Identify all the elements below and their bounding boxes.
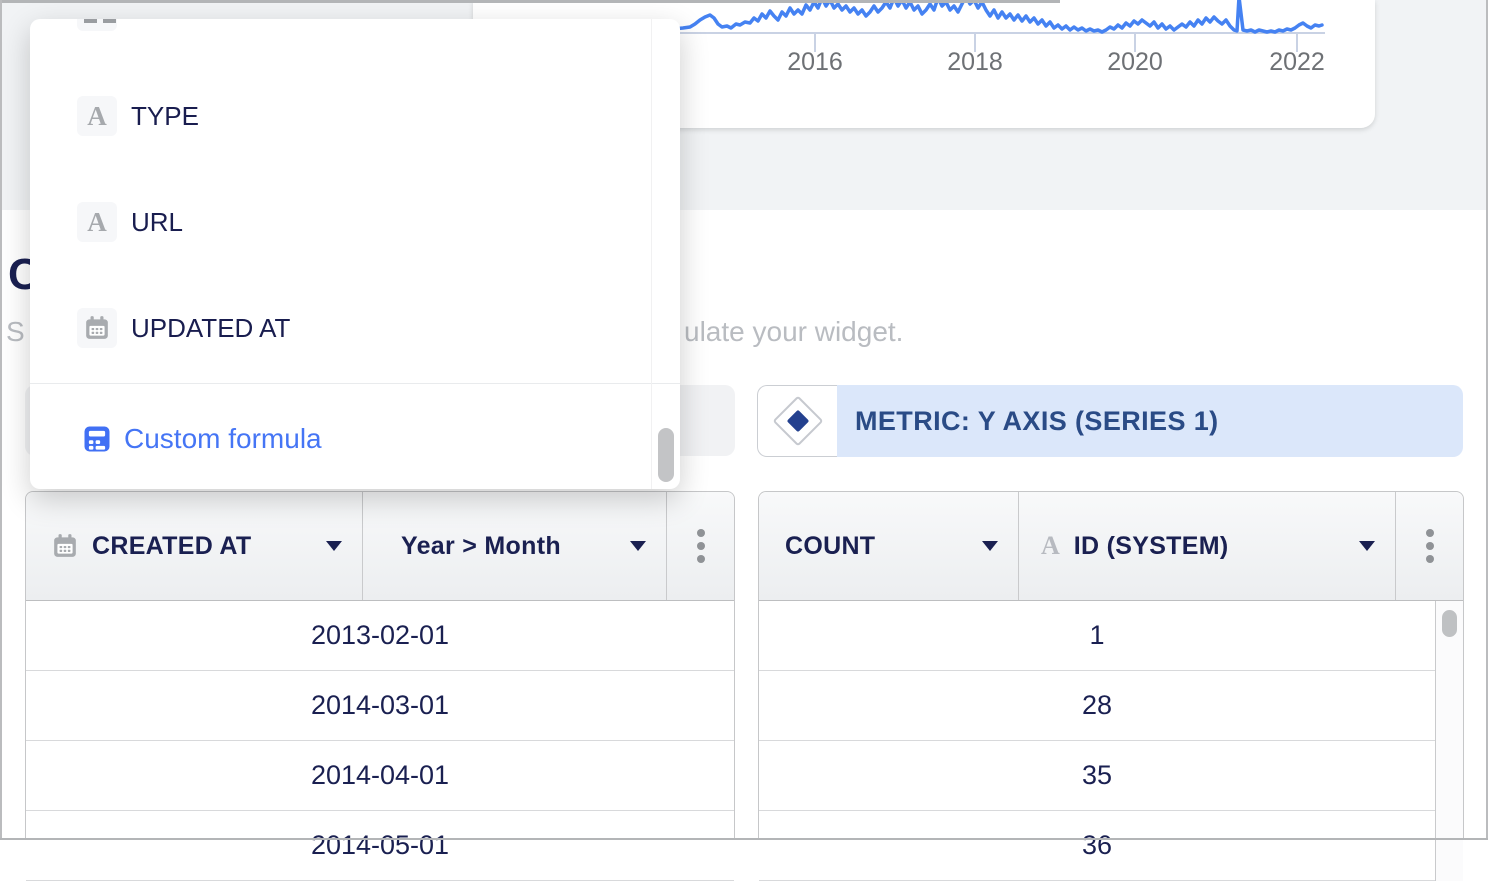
window-right-edge: [1486, 0, 1488, 840]
custom-formula-button[interactable]: Custom formula: [82, 417, 322, 461]
diamond-icon: [772, 395, 823, 447]
kebab-menu-icon: [1425, 542, 1434, 550]
dropdown-item-updated-at[interactable]: UPDATED AT: [77, 308, 290, 348]
right-table-menu-button[interactable]: [1396, 492, 1463, 600]
dropdown-item-label: TYPE: [131, 100, 199, 131]
table-row: 2014-04-01: [26, 741, 734, 811]
column-select-count[interactable]: COUNT: [759, 492, 1019, 600]
left-table-menu-button[interactable]: [667, 492, 734, 600]
text-field-icon: A: [1041, 531, 1060, 560]
metric-chip-iconbox: [757, 385, 837, 457]
dropdown-item-url[interactable]: A URL: [77, 202, 183, 242]
table-row: 2014-03-01: [26, 671, 734, 741]
table-row: 2013-02-01: [26, 601, 734, 671]
table-row: 36: [759, 811, 1435, 881]
table-row: 1: [759, 601, 1435, 671]
grouping-select-year-month[interactable]: Year > Month: [363, 492, 667, 600]
page-subtitle-fragment-left: S: [6, 316, 25, 347]
text-field-icon: A: [87, 206, 107, 237]
dropdown-scrollbar-track[interactable]: [651, 19, 680, 489]
table-row: 2014-05-01: [26, 811, 734, 881]
x-tick-label: 2020: [1107, 48, 1163, 76]
grouping-label: Year > Month: [401, 531, 561, 560]
field-picker-dropdown: A TYPE A URL UPDATED AT: [30, 19, 680, 489]
column-label: CREATED AT: [92, 531, 252, 560]
table-row: 28: [759, 671, 1435, 741]
metric-chip-label: METRIC: Y AXIS (SERIES 1): [837, 385, 1463, 457]
right-table-scrollbar-thumb[interactable]: [1442, 610, 1457, 637]
text-field-icon: A: [87, 100, 107, 131]
right-table-body: 1 28 35 36: [759, 601, 1463, 881]
dropdown-item-label: URL: [131, 206, 184, 237]
chevron-down-icon: [630, 541, 646, 551]
window-bottom-edge: [0, 838, 1488, 840]
calendar-icon: [86, 316, 108, 339]
truncated-item-icon: [77, 19, 117, 31]
dropdown-divider: [30, 383, 680, 384]
column-select-created-at[interactable]: CREATED AT: [26, 492, 363, 600]
dropdown-scrollbar-thumb[interactable]: [658, 428, 674, 482]
chevron-down-icon: [982, 541, 998, 551]
right-table-scrollbar-track[interactable]: [1436, 601, 1463, 881]
x-tick-label: 2016: [787, 48, 843, 76]
column-label: COUNT: [785, 531, 876, 560]
chevron-down-icon: [1359, 541, 1375, 551]
dropdown-item-label: UPDATED AT: [131, 312, 291, 343]
calculator-icon: [84, 426, 110, 452]
kebab-menu-icon: [696, 542, 705, 550]
chevron-down-icon: [326, 541, 342, 551]
window-left-edge: [0, 0, 2, 840]
metric-chip[interactable]: METRIC: Y AXIS (SERIES 1): [757, 385, 1463, 457]
left-preview-table: CREATED AT Year > Month 2013-02-01 2014-…: [25, 491, 735, 881]
right-table-header: COUNT A ID (SYSTEM): [759, 492, 1463, 601]
trend-line-chart: [623, 0, 1325, 52]
custom-formula-label: Custom formula: [124, 423, 322, 454]
left-table-header: CREATED AT Year > Month: [26, 492, 734, 601]
x-tick-label: 2022: [1269, 48, 1325, 76]
column-select-id-system[interactable]: A ID (SYSTEM): [1019, 492, 1396, 600]
window-top-edge: [0, 0, 1060, 3]
calendar-icon: [54, 534, 76, 557]
column-label: ID (SYSTEM): [1073, 531, 1229, 560]
dropdown-item-type[interactable]: A TYPE: [77, 96, 199, 136]
table-row: 35: [759, 741, 1435, 811]
x-tick-label: 2018: [947, 48, 1003, 76]
page-subtitle-fragment-right: ulate your widget.: [684, 316, 904, 347]
right-preview-table: COUNT A ID (SYSTEM) 1 28 35 36: [758, 491, 1464, 881]
